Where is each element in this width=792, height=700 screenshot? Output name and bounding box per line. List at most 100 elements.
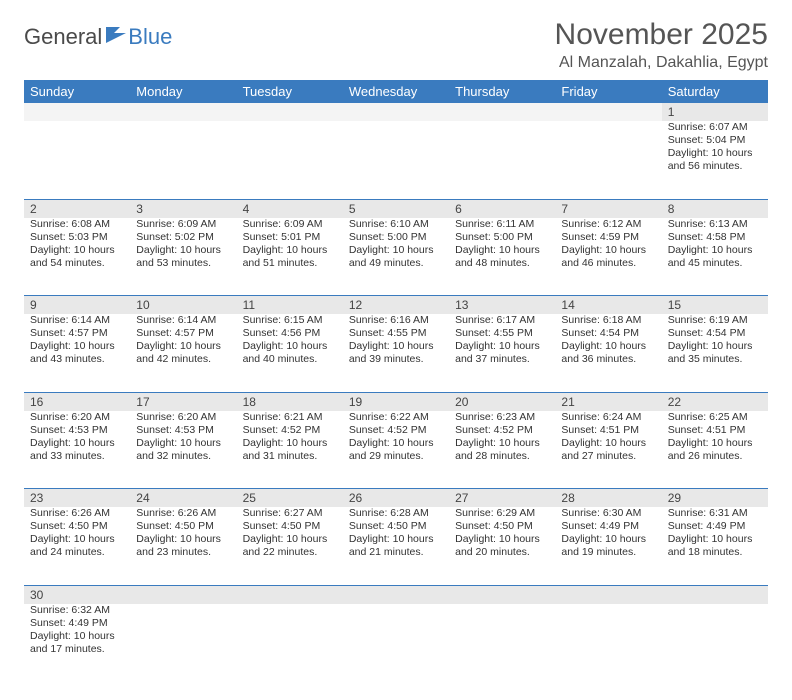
- day-number-cell: [237, 103, 343, 121]
- day-info-cell: Sunrise: 6:19 AMSunset: 4:54 PMDaylight:…: [662, 314, 768, 392]
- sunset-text: Sunset: 5:00 PM: [349, 231, 443, 244]
- sunrise-text: Sunrise: 6:18 AM: [561, 314, 655, 327]
- sunrise-text: Sunrise: 6:19 AM: [668, 314, 762, 327]
- header: General Blue November 2025 Al Manzalah, …: [24, 18, 768, 72]
- daylight-text: Daylight: 10 hours and 54 minutes.: [30, 244, 124, 270]
- sunset-text: Sunset: 4:57 PM: [136, 327, 230, 340]
- day-info-cell: Sunrise: 6:32 AMSunset: 4:49 PMDaylight:…: [24, 604, 130, 682]
- weekday-header: Wednesday: [343, 80, 449, 103]
- daylight-text: Daylight: 10 hours and 43 minutes.: [30, 340, 124, 366]
- sunrise-text: Sunrise: 6:14 AM: [136, 314, 230, 327]
- day-info-cell: Sunrise: 6:24 AMSunset: 4:51 PMDaylight:…: [555, 411, 661, 489]
- sunset-text: Sunset: 5:03 PM: [30, 231, 124, 244]
- day-number-cell: 1: [662, 103, 768, 121]
- day-info-cell: Sunrise: 6:09 AMSunset: 5:01 PMDaylight:…: [237, 218, 343, 296]
- daylight-text: Daylight: 10 hours and 28 minutes.: [455, 437, 549, 463]
- title-block: November 2025 Al Manzalah, Dakahlia, Egy…: [555, 18, 768, 72]
- daylight-text: Daylight: 10 hours and 31 minutes.: [243, 437, 337, 463]
- daylight-text: Daylight: 10 hours and 42 minutes.: [136, 340, 230, 366]
- day-info-cell: Sunrise: 6:21 AMSunset: 4:52 PMDaylight:…: [237, 411, 343, 489]
- day-number-cell: [24, 103, 130, 121]
- sunrise-text: Sunrise: 6:23 AM: [455, 411, 549, 424]
- day-number-cell: 23: [24, 489, 130, 508]
- month-title: November 2025: [555, 18, 768, 52]
- day-info-cell: [343, 604, 449, 682]
- day-info-cell: [662, 604, 768, 682]
- day-number-row: 1: [24, 103, 768, 121]
- sunrise-text: Sunrise: 6:31 AM: [668, 507, 762, 520]
- sunset-text: Sunset: 4:49 PM: [668, 520, 762, 533]
- sunset-text: Sunset: 4:50 PM: [349, 520, 443, 533]
- day-info-cell: Sunrise: 6:16 AMSunset: 4:55 PMDaylight:…: [343, 314, 449, 392]
- daylight-text: Daylight: 10 hours and 46 minutes.: [561, 244, 655, 270]
- sunset-text: Sunset: 4:56 PM: [243, 327, 337, 340]
- day-number-cell: 2: [24, 199, 130, 218]
- sunrise-text: Sunrise: 6:28 AM: [349, 507, 443, 520]
- day-info-cell: Sunrise: 6:14 AMSunset: 4:57 PMDaylight:…: [24, 314, 130, 392]
- day-info-cell: Sunrise: 6:07 AMSunset: 5:04 PMDaylight:…: [662, 121, 768, 199]
- daylight-text: Daylight: 10 hours and 22 minutes.: [243, 533, 337, 559]
- sunrise-text: Sunrise: 6:15 AM: [243, 314, 337, 327]
- day-info-cell: Sunrise: 6:27 AMSunset: 4:50 PMDaylight:…: [237, 507, 343, 585]
- sunrise-text: Sunrise: 6:30 AM: [561, 507, 655, 520]
- day-number-cell: 28: [555, 489, 661, 508]
- daylight-text: Daylight: 10 hours and 21 minutes.: [349, 533, 443, 559]
- day-number-cell: [555, 103, 661, 121]
- daylight-text: Daylight: 10 hours and 35 minutes.: [668, 340, 762, 366]
- sunrise-text: Sunrise: 6:20 AM: [30, 411, 124, 424]
- logo-text-general: General: [24, 24, 102, 50]
- sunset-text: Sunset: 5:01 PM: [243, 231, 337, 244]
- weekday-header: Tuesday: [237, 80, 343, 103]
- day-number-cell: [662, 585, 768, 604]
- day-info-cell: Sunrise: 6:15 AMSunset: 4:56 PMDaylight:…: [237, 314, 343, 392]
- day-number-cell: 26: [343, 489, 449, 508]
- sunrise-text: Sunrise: 6:09 AM: [243, 218, 337, 231]
- day-number-cell: 22: [662, 392, 768, 411]
- day-number-cell: 6: [449, 199, 555, 218]
- day-number-cell: [130, 585, 236, 604]
- day-number-cell: 18: [237, 392, 343, 411]
- calendar-table: SundayMondayTuesdayWednesdayThursdayFrid…: [24, 80, 768, 682]
- sunset-text: Sunset: 4:50 PM: [30, 520, 124, 533]
- sunset-text: Sunset: 4:55 PM: [455, 327, 549, 340]
- sunrise-text: Sunrise: 6:17 AM: [455, 314, 549, 327]
- day-number-cell: 27: [449, 489, 555, 508]
- daylight-text: Daylight: 10 hours and 56 minutes.: [668, 147, 762, 173]
- sunrise-text: Sunrise: 6:29 AM: [455, 507, 549, 520]
- day-number-cell: [237, 585, 343, 604]
- day-info-cell: [237, 121, 343, 199]
- day-number-row: 16171819202122: [24, 392, 768, 411]
- day-number-cell: [555, 585, 661, 604]
- sunset-text: Sunset: 4:49 PM: [561, 520, 655, 533]
- sunset-text: Sunset: 4:55 PM: [349, 327, 443, 340]
- sunrise-text: Sunrise: 6:26 AM: [136, 507, 230, 520]
- sunrise-text: Sunrise: 6:24 AM: [561, 411, 655, 424]
- day-number-cell: 10: [130, 296, 236, 315]
- sunset-text: Sunset: 4:50 PM: [455, 520, 549, 533]
- sunrise-text: Sunrise: 6:10 AM: [349, 218, 443, 231]
- sunrise-text: Sunrise: 6:12 AM: [561, 218, 655, 231]
- day-number-cell: 5: [343, 199, 449, 218]
- day-number-cell: 11: [237, 296, 343, 315]
- day-number-cell: [343, 103, 449, 121]
- sunrise-text: Sunrise: 6:08 AM: [30, 218, 124, 231]
- sunrise-text: Sunrise: 6:27 AM: [243, 507, 337, 520]
- sunrise-text: Sunrise: 6:26 AM: [30, 507, 124, 520]
- day-info-cell: Sunrise: 6:22 AMSunset: 4:52 PMDaylight:…: [343, 411, 449, 489]
- day-info-cell: Sunrise: 6:20 AMSunset: 4:53 PMDaylight:…: [24, 411, 130, 489]
- day-info-cell: Sunrise: 6:28 AMSunset: 4:50 PMDaylight:…: [343, 507, 449, 585]
- sunset-text: Sunset: 4:50 PM: [243, 520, 337, 533]
- day-info-cell: Sunrise: 6:08 AMSunset: 5:03 PMDaylight:…: [24, 218, 130, 296]
- sunrise-text: Sunrise: 6:07 AM: [668, 121, 762, 134]
- day-info-cell: Sunrise: 6:17 AMSunset: 4:55 PMDaylight:…: [449, 314, 555, 392]
- sunset-text: Sunset: 4:54 PM: [561, 327, 655, 340]
- day-number-cell: 17: [130, 392, 236, 411]
- sunrise-text: Sunrise: 6:11 AM: [455, 218, 549, 231]
- day-info-cell: Sunrise: 6:18 AMSunset: 4:54 PMDaylight:…: [555, 314, 661, 392]
- weekday-header: Monday: [130, 80, 236, 103]
- logo: General Blue: [24, 24, 172, 50]
- day-number-cell: 3: [130, 199, 236, 218]
- day-number-cell: 15: [662, 296, 768, 315]
- sunset-text: Sunset: 4:52 PM: [349, 424, 443, 437]
- day-number-cell: 21: [555, 392, 661, 411]
